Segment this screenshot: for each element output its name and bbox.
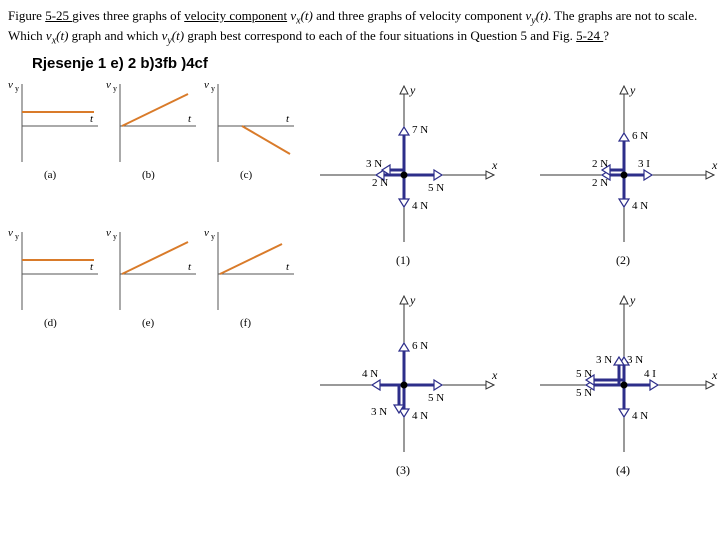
question-text: Figure 5-25 gives three graphs of veloci… xyxy=(8,8,712,47)
q-pre: Figure xyxy=(8,8,45,23)
velcomp-link[interactable]: velocity component xyxy=(184,8,287,23)
velocity-graph-d: vy t (d) xyxy=(8,228,102,328)
svg-text:6 N: 6 N xyxy=(412,340,428,352)
svg-text:2 N: 2 N xyxy=(592,177,608,189)
svg-text:(e): (e) xyxy=(142,317,155,328)
velocity-graph-a: vy t (a) xyxy=(8,80,102,180)
svg-text:3 N: 3 N xyxy=(596,354,612,366)
svg-text:3 N: 3 N xyxy=(366,158,382,170)
svg-text:v: v xyxy=(204,228,209,239)
svg-text:x: x xyxy=(711,158,718,172)
vy: vy(t) xyxy=(526,8,549,23)
fig-link-2[interactable]: 5-24 xyxy=(576,28,603,43)
q-end: ? xyxy=(603,28,609,43)
svg-text:v: v xyxy=(106,228,111,239)
fig-link[interactable]: 5-25 xyxy=(45,8,72,23)
svg-text:y: y xyxy=(409,293,416,307)
velocity-graph-f: vy t (f) xyxy=(204,228,298,328)
svg-text:4 N: 4 N xyxy=(412,410,428,422)
q-mid3: and three graphs of velocity component xyxy=(313,8,526,23)
svg-text:v: v xyxy=(8,80,13,91)
svg-text:t: t xyxy=(286,113,290,125)
svg-text:y: y xyxy=(113,84,117,93)
svg-text:(d): (d) xyxy=(44,317,57,328)
svg-text:(3): (3) xyxy=(396,463,410,477)
force-diagram-3: yx6 N4 N3 N5 N4 N(3) xyxy=(304,290,504,480)
svg-text:4 N: 4 N xyxy=(412,200,428,212)
svg-text:y: y xyxy=(629,83,636,97)
q-mid5: graph and which xyxy=(68,28,161,43)
svg-text:(b): (b) xyxy=(142,169,155,180)
force-diagram-2: yx6 N4 N3 I2 N2 N(2) xyxy=(524,80,720,270)
svg-text:(c): (c) xyxy=(240,169,253,180)
svg-text:3 N: 3 N xyxy=(371,406,387,418)
svg-text:4 N: 4 N xyxy=(362,368,378,380)
svg-text:4 I: 4 I xyxy=(644,368,656,380)
svg-text:y: y xyxy=(113,232,117,241)
svg-text:v: v xyxy=(204,80,209,91)
svg-text:(1): (1) xyxy=(396,253,410,267)
svg-text:x: x xyxy=(491,158,498,172)
svg-text:t: t xyxy=(90,113,94,125)
svg-text:(4): (4) xyxy=(616,463,630,477)
svg-text:v: v xyxy=(8,228,13,239)
vy2: vy(t) xyxy=(162,28,185,43)
svg-text:y: y xyxy=(15,84,19,93)
svg-text:2 N: 2 N xyxy=(372,177,388,189)
force-diagrams-column: yx7 N4 N5 N3 N2 N(1)yx6 N4 N3 I2 N2 N(2)… xyxy=(304,80,720,480)
svg-text:y: y xyxy=(211,232,215,241)
svg-text:y: y xyxy=(409,83,416,97)
svg-text:t: t xyxy=(90,261,94,273)
velocity-graph-c: vy t (c) xyxy=(204,80,298,180)
force-diagram-1: y x 7 N 4 N5 N 3 N 2 N (1) xyxy=(304,80,504,270)
svg-text:4 N: 4 N xyxy=(632,200,648,212)
q-mid6: graph best correspond to each of the fou… xyxy=(184,28,576,43)
svg-text:t: t xyxy=(188,113,192,125)
svg-text:5 N: 5 N xyxy=(576,387,592,399)
svg-text:(2): (2) xyxy=(616,253,630,267)
svg-text:y: y xyxy=(629,293,636,307)
q-mid1: gives three graphs of xyxy=(72,8,184,23)
svg-text:4 N: 4 N xyxy=(632,410,648,422)
svg-text:v: v xyxy=(106,80,111,91)
svg-text:x: x xyxy=(711,368,718,382)
svg-text:6 N: 6 N xyxy=(632,130,648,142)
svg-text:y: y xyxy=(211,84,215,93)
figure-area: vy t (a) vy t (b) vy t (c) xyxy=(8,80,712,480)
answer-text: Rjesenje 1 e) 2 b)3fb )4cf xyxy=(32,55,712,72)
svg-text:5 N: 5 N xyxy=(428,392,444,404)
svg-text:(a): (a) xyxy=(44,169,57,180)
vx2: vx(t) xyxy=(46,28,69,43)
force-diagram-4: yx3 N3 N4 N4 I5 N5 N(4) xyxy=(524,290,720,480)
velocity-graphs-column: vy t (a) vy t (b) vy t (c) xyxy=(8,80,298,480)
velocity-graph-e: vy t (e) xyxy=(106,228,200,328)
svg-text:5 N: 5 N xyxy=(428,182,444,194)
svg-text:y: y xyxy=(15,232,19,241)
svg-text:(f): (f) xyxy=(240,317,251,328)
vx: vx(t) xyxy=(290,8,313,23)
svg-text:3 N: 3 N xyxy=(627,354,643,366)
svg-text:7 N: 7 N xyxy=(412,124,428,136)
svg-text:x: x xyxy=(491,368,498,382)
velocity-graph-b: vy t (b) xyxy=(106,80,200,180)
svg-text:3 I: 3 I xyxy=(638,158,650,170)
svg-text:t: t xyxy=(188,261,192,273)
svg-text:t: t xyxy=(286,261,290,273)
